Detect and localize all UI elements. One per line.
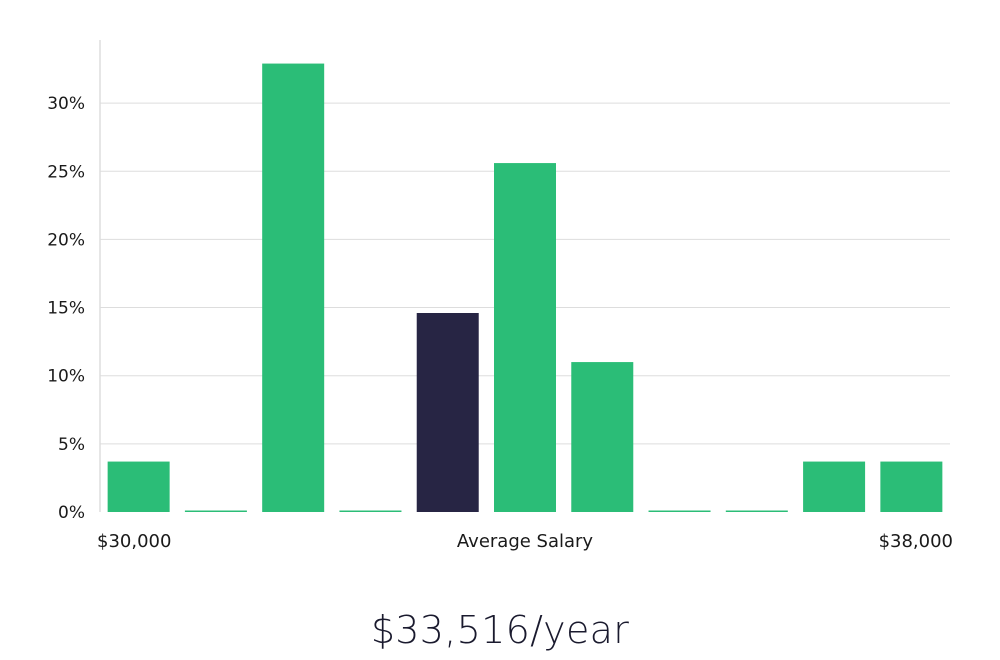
average-salary-value: $33,516/year — [370, 608, 630, 652]
x-min-label: $30,000 — [97, 531, 171, 552]
bar — [184, 510, 247, 512]
y-tick-label: 25% — [47, 162, 85, 182]
bar — [262, 63, 325, 512]
x-max-label: $38,000 — [879, 531, 953, 552]
bar — [648, 510, 711, 512]
salary-histogram: 0% 5% 10% 15% 20% 25% 30% $30,000 Average Salary… — [47, 40, 953, 552]
highlight-bar — [416, 313, 479, 512]
x-axis-title: Average Salary — [457, 531, 594, 552]
y-tick-label: 10% — [47, 367, 85, 387]
bar — [494, 163, 556, 512]
y-tick-label: 30% — [47, 94, 85, 114]
bar — [725, 510, 788, 512]
y-tick-label: 20% — [47, 230, 85, 250]
bar — [880, 461, 943, 512]
y-tick-label: 0% — [58, 503, 85, 523]
y-tick-label: 15% — [47, 299, 85, 319]
bar — [107, 461, 170, 512]
bar — [803, 461, 866, 512]
bar — [339, 510, 402, 512]
bar — [571, 362, 634, 512]
y-tick-label: 5% — [58, 435, 85, 455]
